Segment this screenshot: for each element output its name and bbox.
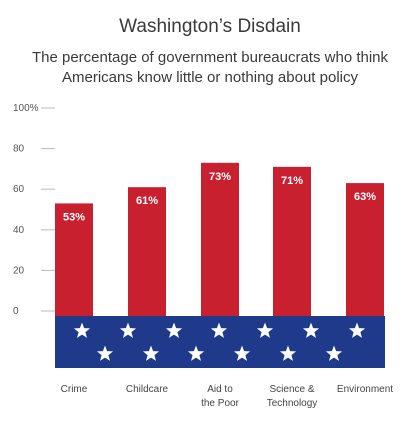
y-tick-label: 60	[13, 184, 25, 195]
x-category-label: Environment	[337, 384, 393, 395]
bar-value-label: 61%	[136, 195, 158, 207]
y-axis: 100% 80 60 40 20 0	[13, 103, 55, 317]
bar	[273, 166, 311, 316]
y-tick-label: 80	[13, 144, 25, 155]
x-category-label: Childcare	[126, 384, 169, 395]
star-icon	[73, 322, 91, 338]
star-icon	[142, 345, 160, 361]
star-icon	[210, 322, 228, 338]
bars: 53% 61% 73% 71% 63%	[55, 162, 384, 316]
bar-value-label: 53%	[63, 211, 85, 223]
y-tick-label: 0	[13, 306, 19, 317]
star-icon	[256, 322, 274, 338]
star-icon	[96, 345, 114, 361]
star-icon	[279, 345, 297, 361]
star-icon	[233, 345, 251, 361]
bar	[346, 183, 384, 316]
flag-band	[55, 316, 385, 368]
bar-value-label: 63%	[354, 191, 376, 203]
star-icon	[187, 345, 205, 361]
bar-value-label: 73%	[209, 171, 231, 183]
x-category-label: Crime	[61, 384, 88, 395]
bar-value-label: 71%	[281, 175, 303, 187]
bar	[128, 187, 166, 316]
y-tick-label: 20	[13, 265, 25, 276]
y-tick-label: 100%	[13, 103, 39, 114]
chart-subtitle-line-2: Americans know little or nothing about p…	[62, 69, 358, 86]
star-icon	[325, 345, 343, 361]
chart-title: Washington’s Disdain	[119, 16, 301, 37]
bar	[201, 162, 239, 316]
star-icon	[165, 322, 183, 338]
chart-subtitle-line-1: The percentage of government bureaucrats…	[32, 49, 389, 66]
x-category-label: Science & Technology	[267, 384, 318, 409]
star-icon	[119, 322, 137, 338]
x-category-label: Aid to the Poor	[201, 384, 239, 409]
star-icon	[348, 322, 366, 338]
star-icon	[302, 322, 320, 338]
flag-band-background	[55, 316, 385, 368]
bar	[55, 203, 93, 316]
y-tick-label: 40	[13, 225, 25, 236]
x-axis-categories: Crime Childcare Aid to the Poor Science & Tec…	[61, 384, 394, 409]
